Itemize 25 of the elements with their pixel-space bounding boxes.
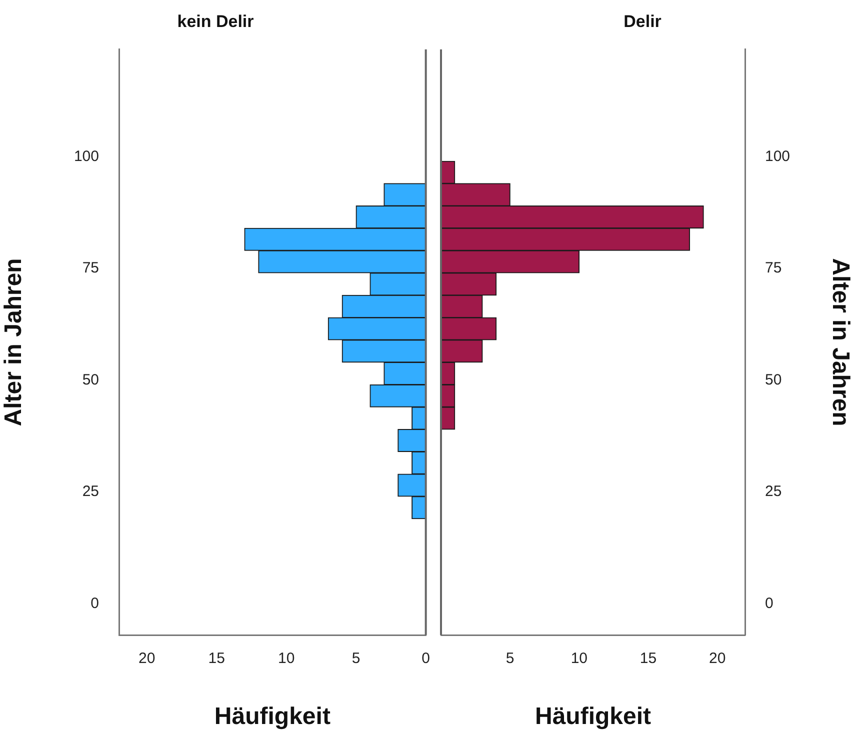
y-tick-label: 50: [82, 371, 99, 388]
y-tick-label: 0: [90, 594, 99, 612]
chart-title: kein Delir: [177, 12, 254, 31]
y-tick-label: 100: [765, 148, 790, 165]
chart-title: Delir: [624, 12, 662, 31]
y-tick-label: 25: [82, 483, 99, 500]
y-axis-title: Alter in Jahren: [826, 258, 854, 426]
x-tick-label: 15: [640, 650, 657, 668]
y-tick-label: 50: [765, 371, 782, 388]
x-tick-label: 15: [208, 650, 225, 668]
y-tick-label: 75: [82, 260, 99, 277]
x-axis-title: Häufigkeit: [214, 703, 330, 730]
x-tick-label: 5: [506, 650, 514, 668]
y-tick-label: 0: [765, 594, 774, 612]
x-axis-title: Häufigkeit: [534, 703, 652, 730]
x-tick-label: 5: [352, 650, 360, 668]
x-tick-label: 10: [278, 650, 295, 668]
x-tick-label: 10: [570, 650, 588, 668]
y-tick-label: 100: [74, 148, 99, 165]
y-tick-label: 25: [765, 483, 782, 500]
x-tick-label: 20: [138, 650, 156, 668]
x-tick-label: 20: [709, 650, 726, 668]
y-axis-title: Alter in Jahren: [0, 258, 28, 426]
y-tick-label: 75: [765, 260, 782, 277]
x-tick-label: 0: [422, 650, 430, 668]
